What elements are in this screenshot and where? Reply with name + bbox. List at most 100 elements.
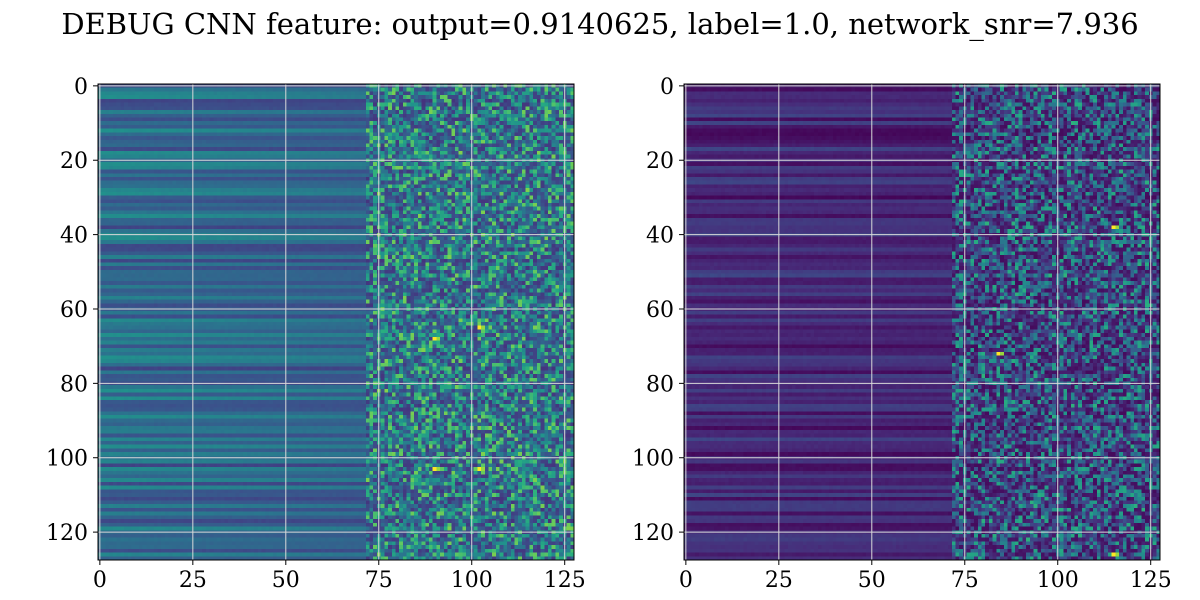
heatmap-cell bbox=[220, 154, 225, 159]
heatmap-cell bbox=[521, 110, 526, 115]
heatmap-cell bbox=[369, 106, 374, 111]
heatmap-cell bbox=[161, 214, 166, 219]
heatmap-cell bbox=[295, 147, 300, 152]
heatmap-cell bbox=[507, 165, 512, 170]
heatmap-cell bbox=[138, 95, 143, 100]
heatmap-cell bbox=[217, 95, 222, 100]
heatmap-cell bbox=[213, 143, 218, 148]
heatmap-cell bbox=[391, 95, 396, 100]
heatmap-cell bbox=[399, 95, 404, 100]
heatmap-cell bbox=[369, 191, 374, 196]
heatmap-cell bbox=[432, 162, 437, 167]
heatmap-cell bbox=[484, 217, 489, 222]
heatmap-cell bbox=[559, 124, 564, 129]
heatmap-cell bbox=[246, 180, 251, 185]
heatmap-cell bbox=[380, 91, 385, 96]
heatmap-cell bbox=[525, 110, 530, 115]
heatmap-cell bbox=[332, 128, 337, 133]
heatmap-cell bbox=[257, 180, 262, 185]
heatmap-cell bbox=[328, 113, 333, 118]
heatmap-cell bbox=[428, 176, 433, 181]
heatmap-cell bbox=[350, 184, 355, 189]
heatmap-cell bbox=[443, 110, 448, 115]
heatmap-cell bbox=[109, 169, 114, 174]
heatmap-cell bbox=[269, 210, 274, 215]
heatmap-cell bbox=[395, 132, 400, 137]
heatmap-cell bbox=[518, 162, 523, 167]
heatmap-cell bbox=[269, 95, 274, 100]
heatmap-cell bbox=[321, 195, 326, 200]
heatmap-cell bbox=[455, 191, 460, 196]
heatmap-cell bbox=[362, 121, 367, 126]
heatmap-cell bbox=[176, 147, 181, 152]
heatmap-cell bbox=[183, 136, 188, 141]
heatmap-cell bbox=[202, 180, 207, 185]
heatmap-cell bbox=[287, 121, 292, 126]
heatmap-cell bbox=[369, 91, 374, 96]
heatmap-cell bbox=[525, 150, 530, 155]
heatmap-cell bbox=[321, 147, 326, 152]
heatmap-cell bbox=[410, 117, 415, 122]
heatmap-cell bbox=[495, 154, 500, 159]
heatmap-cell bbox=[440, 128, 445, 133]
heatmap-cell bbox=[332, 154, 337, 159]
heatmap-cell bbox=[428, 113, 433, 118]
heatmap-cell bbox=[395, 102, 400, 107]
heatmap-cell bbox=[198, 180, 203, 185]
heatmap-cell bbox=[306, 91, 311, 96]
heatmap-cell bbox=[157, 188, 162, 193]
heatmap-cell bbox=[380, 180, 385, 185]
heatmap-cell bbox=[462, 128, 467, 133]
heatmap-cell bbox=[332, 110, 337, 115]
heatmap-cell bbox=[198, 150, 203, 155]
heatmap-cell bbox=[217, 176, 222, 181]
heatmap-cell bbox=[250, 165, 255, 170]
heatmap-cell bbox=[209, 136, 214, 141]
heatmap-cell bbox=[187, 221, 192, 226]
heatmap-cell bbox=[324, 169, 329, 174]
heatmap-cell bbox=[428, 195, 433, 200]
heatmap-cell bbox=[287, 95, 292, 100]
heatmap-cell bbox=[313, 176, 318, 181]
heatmap-cell bbox=[395, 154, 400, 159]
heatmap-cell bbox=[317, 176, 322, 181]
heatmap-cell bbox=[536, 113, 541, 118]
heatmap-cell bbox=[399, 147, 404, 152]
heatmap-cell bbox=[343, 143, 348, 148]
heatmap-cell bbox=[124, 102, 129, 107]
heatmap-cell bbox=[369, 169, 374, 174]
heatmap-cell bbox=[116, 214, 121, 219]
heatmap-cell bbox=[142, 176, 147, 181]
heatmap-cell bbox=[205, 162, 210, 167]
heatmap-cell bbox=[417, 102, 422, 107]
heatmap-cell bbox=[150, 132, 155, 137]
heatmap-cell bbox=[124, 195, 129, 200]
heatmap-cell bbox=[235, 180, 240, 185]
heatmap-cell bbox=[406, 210, 411, 215]
heatmap-cell bbox=[228, 139, 233, 144]
heatmap-cell bbox=[261, 143, 266, 148]
heatmap-cell bbox=[473, 154, 478, 159]
heatmap-cell bbox=[399, 132, 404, 137]
heatmap-cell bbox=[343, 210, 348, 215]
heatmap-cell bbox=[324, 98, 329, 103]
heatmap-cell bbox=[336, 165, 341, 170]
heatmap-cell bbox=[484, 98, 489, 103]
heatmap-cell bbox=[164, 150, 169, 155]
heatmap-cell bbox=[425, 154, 430, 159]
heatmap-cell bbox=[280, 154, 285, 159]
heatmap-cell bbox=[358, 87, 363, 92]
heatmap-cell bbox=[380, 173, 385, 178]
heatmap-cell bbox=[533, 121, 538, 126]
heatmap-cell bbox=[146, 165, 151, 170]
heatmap-cell bbox=[276, 117, 281, 122]
heatmap-cell bbox=[466, 184, 471, 189]
heatmap-cell bbox=[350, 113, 355, 118]
heatmap-cell bbox=[220, 214, 225, 219]
heatmap-cell bbox=[153, 106, 158, 111]
heatmap-cell bbox=[421, 147, 426, 152]
heatmap-cell bbox=[544, 199, 549, 204]
heatmap-cell bbox=[484, 113, 489, 118]
heatmap-cell bbox=[555, 117, 560, 122]
